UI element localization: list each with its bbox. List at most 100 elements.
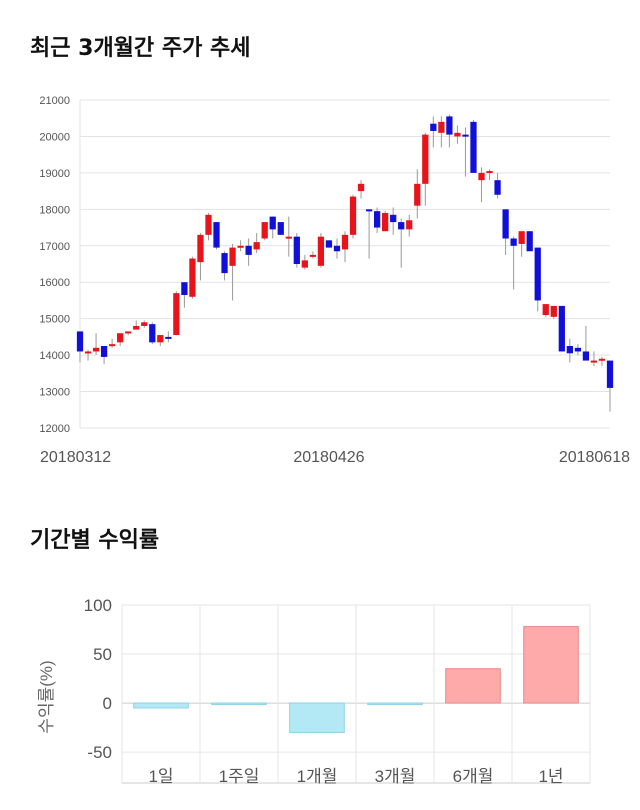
x-tick-label: 20180312 [40, 449, 111, 466]
candle-body [542, 304, 549, 316]
price-chart-title: 최근 3개월간 주가 추세 [30, 36, 251, 61]
candle-body [149, 324, 156, 343]
candle-body [590, 360, 598, 363]
candle-body [382, 212, 389, 232]
candle-body [221, 253, 228, 274]
y-tick-label: 16000 [39, 277, 70, 289]
candle-body [341, 234, 349, 250]
y-axis-label: 수익률(%) [37, 660, 56, 733]
candle-body [100, 346, 108, 357]
candle-body [558, 305, 565, 352]
y-tick-label: 15000 [39, 314, 70, 326]
y-tick-label: 21000 [39, 95, 70, 107]
candle-body [406, 220, 413, 230]
candle-body [157, 335, 164, 343]
y-tick-label: 18000 [39, 204, 70, 216]
returns-chart-title: 기간별 수익률 [30, 528, 160, 553]
candle-body [574, 347, 582, 352]
y-tick-label: 13000 [39, 387, 70, 399]
candle-body [245, 245, 252, 255]
candle-body [285, 236, 292, 239]
candle-body [189, 258, 196, 297]
candle-body [269, 216, 276, 230]
candle-body [365, 209, 373, 212]
x-category-label: 1개월 [297, 767, 338, 786]
candle-body [108, 344, 116, 347]
candle-body [76, 331, 84, 352]
y-tick-label: 50 [93, 645, 112, 664]
y-tick-label: 12000 [39, 423, 70, 435]
y-tick-label: 14000 [39, 350, 70, 362]
candle-body [253, 242, 260, 250]
candle-body [181, 282, 188, 295]
x-category-label: 3개월 [375, 767, 416, 786]
candle-body [550, 305, 557, 317]
candle-body [414, 183, 421, 206]
candle-body [277, 222, 284, 235]
x-tick-label: 20180426 [293, 449, 364, 466]
returns-chart: 100 50 0 -50 1일 1주일 1개월 3개월 6개월 1년 수익률(%) [37, 596, 591, 786]
candle-body [301, 260, 308, 268]
return-bar [523, 626, 579, 704]
candle-body [141, 322, 148, 326]
candle-body [390, 214, 397, 223]
candle-body [293, 236, 300, 264]
candle-body [373, 211, 381, 228]
candle-body [470, 121, 477, 173]
y-tick-label: 0 [103, 694, 112, 713]
y-tick-label: 17000 [39, 241, 70, 253]
candle-body [333, 245, 341, 252]
x-tick-label: 20180618 [559, 449, 630, 466]
candle-body [325, 240, 333, 248]
candle-body [582, 351, 590, 361]
candle-body [349, 196, 357, 235]
candle-body [510, 238, 517, 246]
return-bar [211, 702, 267, 706]
return-bar [133, 702, 189, 709]
candle-body [502, 209, 509, 239]
candle-body [606, 360, 614, 388]
candle-body [422, 134, 429, 184]
candle-body [430, 123, 437, 131]
x-category-label: 1주일 [219, 767, 260, 786]
candle-body [486, 171, 493, 174]
candle-body [446, 116, 453, 135]
candle-body [229, 247, 236, 266]
candle-body [84, 351, 92, 354]
candle-body [518, 231, 525, 244]
candle-body [317, 236, 325, 266]
candle-body [598, 358, 606, 361]
candle-body [125, 331, 132, 334]
x-category-label: 1일 [148, 767, 173, 786]
candle-body [438, 121, 445, 133]
x-category-label: 6개월 [453, 767, 494, 786]
y-tick-label: -50 [87, 743, 112, 762]
y-tick-label: 100 [84, 596, 112, 615]
candle-body [494, 180, 501, 195]
candle-body [165, 336, 172, 339]
y-tick-label: 20000 [39, 131, 70, 143]
candle-body [534, 247, 541, 301]
candle-body [173, 293, 180, 336]
return-bar [367, 702, 423, 706]
candle-body [213, 222, 220, 248]
candle-body [398, 222, 405, 230]
return-bar [289, 702, 345, 733]
y-tick-label: 19000 [39, 168, 70, 180]
candle-body [205, 214, 212, 235]
price-chart: 12000 13000 14000 15000 16000 17000 18000 19000… [39, 95, 630, 466]
candle-body [526, 231, 533, 252]
candle-body [261, 222, 268, 239]
candle-body [197, 234, 204, 263]
candle-body [478, 172, 485, 181]
candle-body [566, 346, 573, 354]
candle-body [117, 333, 124, 343]
candle-body [92, 347, 100, 352]
candle-body [309, 254, 317, 257]
return-bar [445, 668, 501, 704]
candle-body [357, 183, 365, 192]
candle-body [133, 325, 140, 330]
candle-body [462, 134, 469, 137]
x-category-label: 1년 [538, 767, 563, 786]
candle-body [454, 132, 461, 137]
